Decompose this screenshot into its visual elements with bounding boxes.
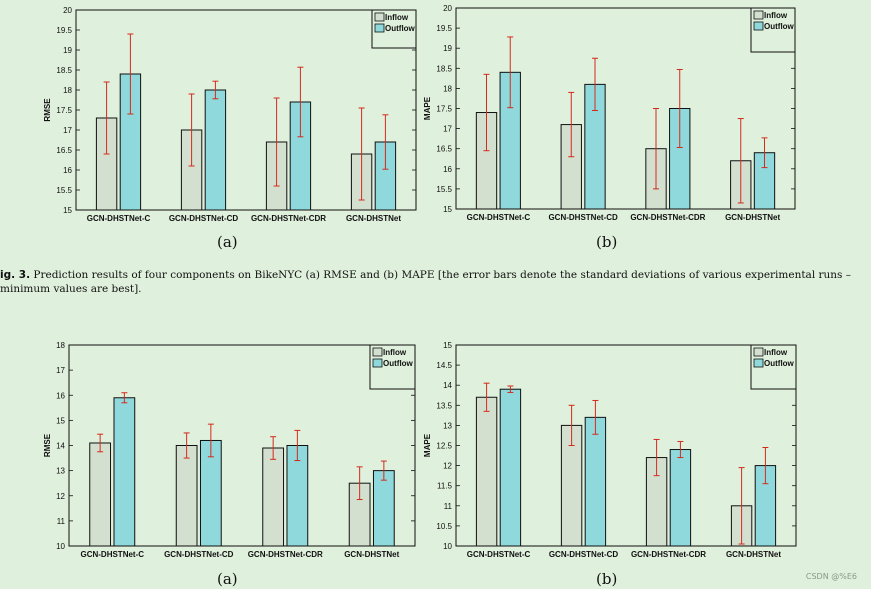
y-tick-label: 12 (443, 462, 452, 471)
y-tick-label: 11.5 (437, 482, 453, 491)
y-tick-label: 15 (63, 206, 72, 215)
y-tick-label: 19 (443, 44, 452, 53)
y-tick-label: 17 (63, 126, 72, 135)
category-label: GCN-DHSTNet-CDR (251, 214, 326, 223)
category-label: GCN-DHSTNet (726, 550, 781, 559)
y-tick-label: 17 (443, 125, 452, 134)
subtitle-a-bottom: (a) (217, 570, 238, 588)
y-tick-label: 19 (63, 46, 72, 55)
legend-label-inflow: Inflow (764, 11, 788, 20)
y-tick-label: 15.5 (56, 186, 72, 195)
y-tick-label: 17.5 (436, 105, 452, 114)
y-tick-label: 13 (443, 421, 452, 430)
y-tick-label: 12.5 (436, 442, 452, 451)
caption-line-1: Prediction results of four components on… (30, 269, 852, 281)
legend-label-outflow: Outflow (383, 359, 414, 368)
y-tick-label: 11 (444, 502, 453, 511)
y-tick-label: 17.5 (56, 106, 72, 115)
subtitle-b-bottom: (b) (596, 570, 618, 588)
legend-label-inflow: Inflow (383, 348, 407, 357)
legend-swatch-outflow (753, 358, 764, 368)
watermark: CSDN @%E6 (805, 572, 857, 581)
category-label: GCN-DHSTNet-CD (549, 550, 619, 559)
caption-label: ig. 3. (0, 269, 31, 281)
category-label: GCN-DHSTNet-C (467, 213, 531, 222)
category-label: GCN-DHSTNet (725, 213, 780, 222)
legend-swatch-outflow (372, 358, 383, 368)
y-tick-label: 13.5 (436, 401, 452, 410)
y-tick-label: 18 (63, 86, 72, 95)
legend-swatch-outflow (374, 23, 385, 33)
legend-swatch-inflow (753, 347, 764, 357)
mape-chart-top: 15 15.5 16 16.5 17 17.5 18 18.5 19 19.5 20 MAPE GCN-… (423, 4, 796, 222)
legend-label-outflow: Outflow (385, 24, 416, 33)
category-label: GCN-DHSTNet-C (467, 550, 531, 559)
y-tick-label: 19.5 (56, 26, 72, 35)
category-label: GCN-DHSTNet-CDR (630, 213, 705, 222)
legend-label-outflow: Outflow (764, 22, 795, 31)
y-tick-label: 18 (56, 341, 65, 350)
bar-outflow (584, 416, 607, 547)
y-tick-label: 18 (443, 84, 452, 93)
y-tick-label: 16 (56, 391, 65, 400)
y-axis-label: MAPE (423, 433, 432, 457)
y-tick-label: 19.5 (436, 24, 452, 33)
y-tick-label: 15 (56, 416, 65, 425)
y-tick-label: 20 (443, 4, 452, 13)
y-tick-label: 15 (443, 205, 452, 214)
rmse-chart-bottom: 10 11 12 13 14 15 16 17 18 RMSE GCN-DHSTNet-C GCN-D… (43, 341, 416, 559)
bar-outflow (499, 388, 522, 547)
legend-swatch-inflow (753, 10, 764, 20)
y-tick-label: 11 (57, 517, 66, 526)
y-tick-label: 10 (56, 542, 65, 551)
y-tick-label: 15.5 (436, 185, 452, 194)
bar-inflow (475, 396, 498, 547)
y-tick-label: 10 (443, 542, 452, 551)
category-label: GCN-DHSTNet-CDR (631, 550, 706, 559)
y-tick-label: 15 (443, 341, 452, 350)
subtitle-a-top: (a) (217, 233, 238, 251)
category-label: GCN-DHSTNet (346, 214, 401, 223)
y-tick-label: 16.5 (56, 146, 72, 155)
bar-outflow (669, 449, 692, 547)
legend-label-inflow: Inflow (385, 13, 409, 22)
y-axis-label: RMSE (43, 433, 52, 457)
y-tick-label: 16 (443, 165, 452, 174)
legend-label-inflow: Inflow (764, 348, 788, 357)
legend-label-outflow: Outflow (764, 359, 795, 368)
y-tick-label: 18.5 (56, 66, 72, 75)
figure-caption: ig. 3. Prediction results of four compon… (0, 268, 860, 296)
legend-swatch-inflow (374, 12, 385, 22)
category-label: GCN-DHSTNet-C (87, 214, 151, 223)
y-tick-label: 20 (63, 6, 72, 15)
rmse-chart-top: 15 15.5 16 16.5 17 17.5 18 18.5 19 19.5 20 RMSE GCN-… (43, 6, 417, 223)
y-tick-label: 14 (56, 442, 65, 451)
legend-swatch-outflow (753, 21, 764, 31)
category-label: GCN-DHSTNet-CD (169, 214, 239, 223)
category-label: GCN-DHSTNet-C (80, 550, 144, 559)
y-tick-label: 13 (56, 467, 65, 476)
y-tick-label: 14.5 (436, 361, 452, 370)
subtitle-b-top: (b) (596, 233, 618, 251)
y-tick-label: 17 (56, 366, 65, 375)
y-tick-label: 14 (443, 381, 452, 390)
y-tick-label: 10.5 (436, 522, 452, 531)
category-label: GCN-DHSTNet-CDR (248, 550, 323, 559)
category-label: GCN-DHSTNet-CD (548, 213, 618, 222)
legend-swatch-inflow (372, 347, 383, 357)
category-label: GCN-DHSTNet-CD (164, 550, 234, 559)
y-tick-label: 12 (56, 492, 65, 501)
y-axis-label: RMSE (43, 98, 52, 122)
caption-line-2: minimum values are best]. (0, 283, 142, 295)
y-tick-label: 18.5 (436, 64, 452, 73)
y-axis-label: MAPE (423, 96, 432, 120)
category-label: GCN-DHSTNet (344, 550, 399, 559)
y-tick-label: 16.5 (436, 145, 452, 154)
y-tick-label: 16 (63, 166, 72, 175)
